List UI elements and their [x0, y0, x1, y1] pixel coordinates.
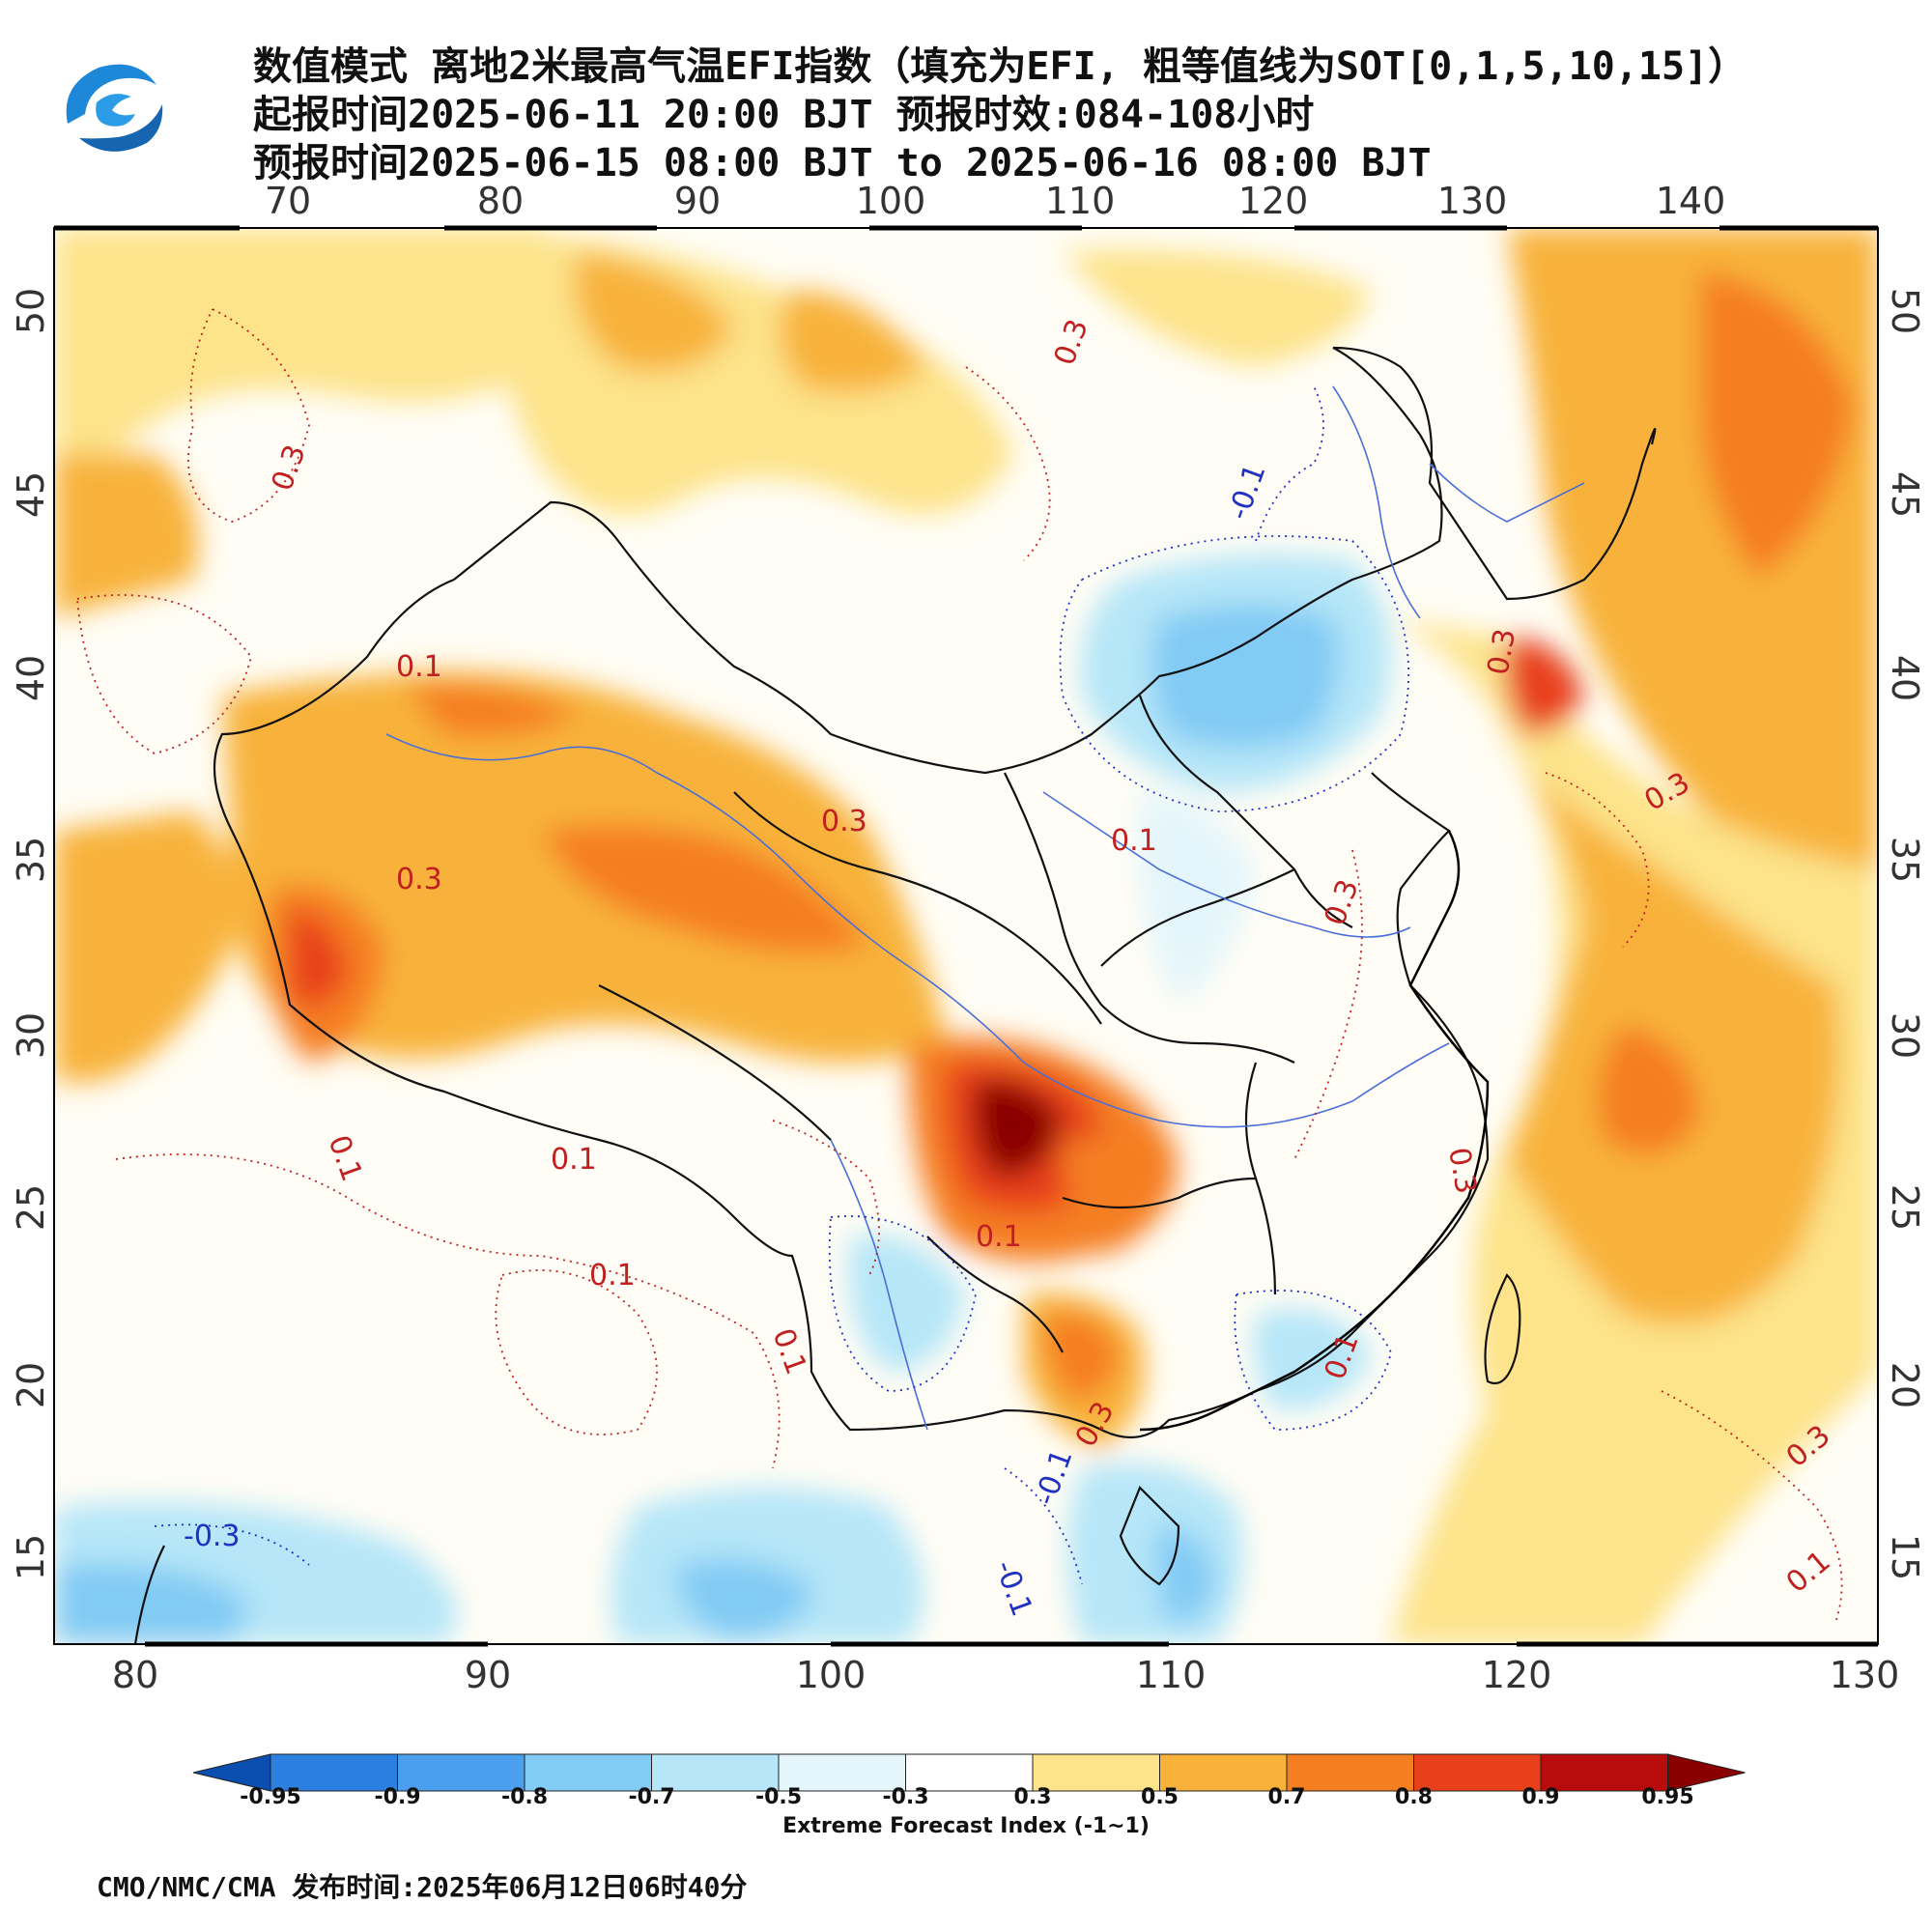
right-lat-label: 40	[1884, 654, 1927, 702]
contour-label: 0.1	[589, 1259, 636, 1293]
colorbar-tick-label: 0.9	[1521, 1785, 1560, 1809]
colorbar-tick-label: -0.95	[240, 1785, 301, 1809]
top-lon-label: 90	[673, 180, 722, 222]
red-contours	[76, 308, 1843, 1624]
colorbar-segment	[778, 1753, 906, 1792]
colorbar-segment	[1540, 1753, 1668, 1792]
right-lat-label: 30	[1884, 1011, 1927, 1060]
top-lon-label: 120	[1237, 180, 1309, 222]
left-lat-label: 50	[10, 287, 53, 335]
contour-label: -0.3	[184, 1520, 241, 1553]
top-lon-label: 130	[1436, 180, 1508, 222]
colorbar	[192, 1753, 1746, 1792]
frame-ticks	[54, 225, 1878, 1647]
left-lat-label: 20	[10, 1361, 53, 1409]
right-lat-label: 15	[1884, 1533, 1927, 1581]
colorbar-segment	[397, 1753, 526, 1792]
colorbar-tick-label: -0.3	[882, 1785, 929, 1809]
right-lat-label: 50	[1884, 287, 1927, 335]
contour-label: 0.1	[976, 1220, 1022, 1254]
top-lon-label: 140	[1655, 180, 1726, 222]
colorbar-tick-label: -0.5	[754, 1785, 803, 1809]
colorbar-tick-label: 0.3	[1013, 1785, 1052, 1809]
contour-label: 0.1	[1111, 824, 1157, 858]
blue-contours	[154, 385, 1410, 1585]
contour-label: 0.3	[1481, 626, 1522, 677]
colorbar-tick-label: 0.7	[1267, 1785, 1306, 1809]
colorbar-segment	[270, 1753, 398, 1792]
left-lat-label: 45	[10, 470, 53, 519]
bottom-lon-label: 90	[464, 1654, 512, 1696]
bottom-lon-label: 130	[1829, 1654, 1900, 1696]
bottom-lon-label: 110	[1135, 1654, 1207, 1696]
colorbar-tick-label: -0.9	[374, 1785, 421, 1809]
bottom-lon-label: 120	[1481, 1654, 1552, 1696]
rivers	[385, 385, 1585, 1431]
top-lon-label: 80	[476, 180, 525, 222]
map-title: 数值模式 离地2米最高气温EFI指数（填充为EFI, 粗等值线为SOT[0,1,…	[253, 44, 1747, 89]
right-lat-label: 25	[1884, 1183, 1927, 1232]
contour-label: 0.1	[396, 650, 442, 684]
right-lat-label: 35	[1884, 836, 1927, 884]
colorbar-segment	[1286, 1753, 1414, 1792]
colorbar-title: Extreme Forecast Index (-1~1)	[782, 1814, 1150, 1838]
contour-label: 0.3	[821, 805, 867, 838]
contour-label: 0.3	[1441, 1145, 1483, 1196]
right-lat-label: 20	[1884, 1361, 1927, 1409]
top-lon-label: 70	[264, 180, 312, 222]
footer-credit: CMO/NMC/CMA 发布时间:2025年06月12日06时40分	[97, 1871, 748, 1903]
efi-fill-regions	[54, 228, 1878, 1644]
colorbar-tick-label: -0.7	[628, 1785, 675, 1809]
init-time: 起报时间2025-06-11 20:00 BJT 预报时效:084-108小时	[253, 93, 1315, 137]
left-lat-label: 25	[10, 1183, 53, 1232]
colorbar-tick-label: 0.8	[1395, 1785, 1433, 1809]
colorbar-segment	[1032, 1753, 1160, 1792]
top-lon-label: 110	[1044, 180, 1116, 222]
contour-label: 0.1	[551, 1143, 597, 1177]
colorbar-tick-label: 0.5	[1141, 1785, 1179, 1809]
left-lat-label: 40	[10, 654, 53, 702]
colorbar-high-arrow	[1667, 1753, 1746, 1792]
left-lat-label: 35	[10, 836, 53, 884]
colorbar-tick-label: 0.95	[1641, 1785, 1694, 1809]
top-lon-label: 100	[855, 180, 926, 222]
left-lat-label: 30	[10, 1011, 53, 1060]
colorbar-tick-label: -0.8	[500, 1785, 549, 1809]
left-lat-label: 15	[10, 1533, 53, 1581]
bottom-lon-label: 80	[111, 1654, 159, 1696]
right-lat-label: 45	[1884, 470, 1927, 519]
contour-label: 0.3	[396, 863, 442, 896]
valid-time: 预报时间2025-06-15 08:00 BJT to 2025-06-16 0…	[253, 141, 1432, 185]
bottom-lon-label: 100	[795, 1654, 867, 1696]
colorbar-segment	[905, 1753, 1034, 1792]
cma-logo	[53, 49, 169, 165]
